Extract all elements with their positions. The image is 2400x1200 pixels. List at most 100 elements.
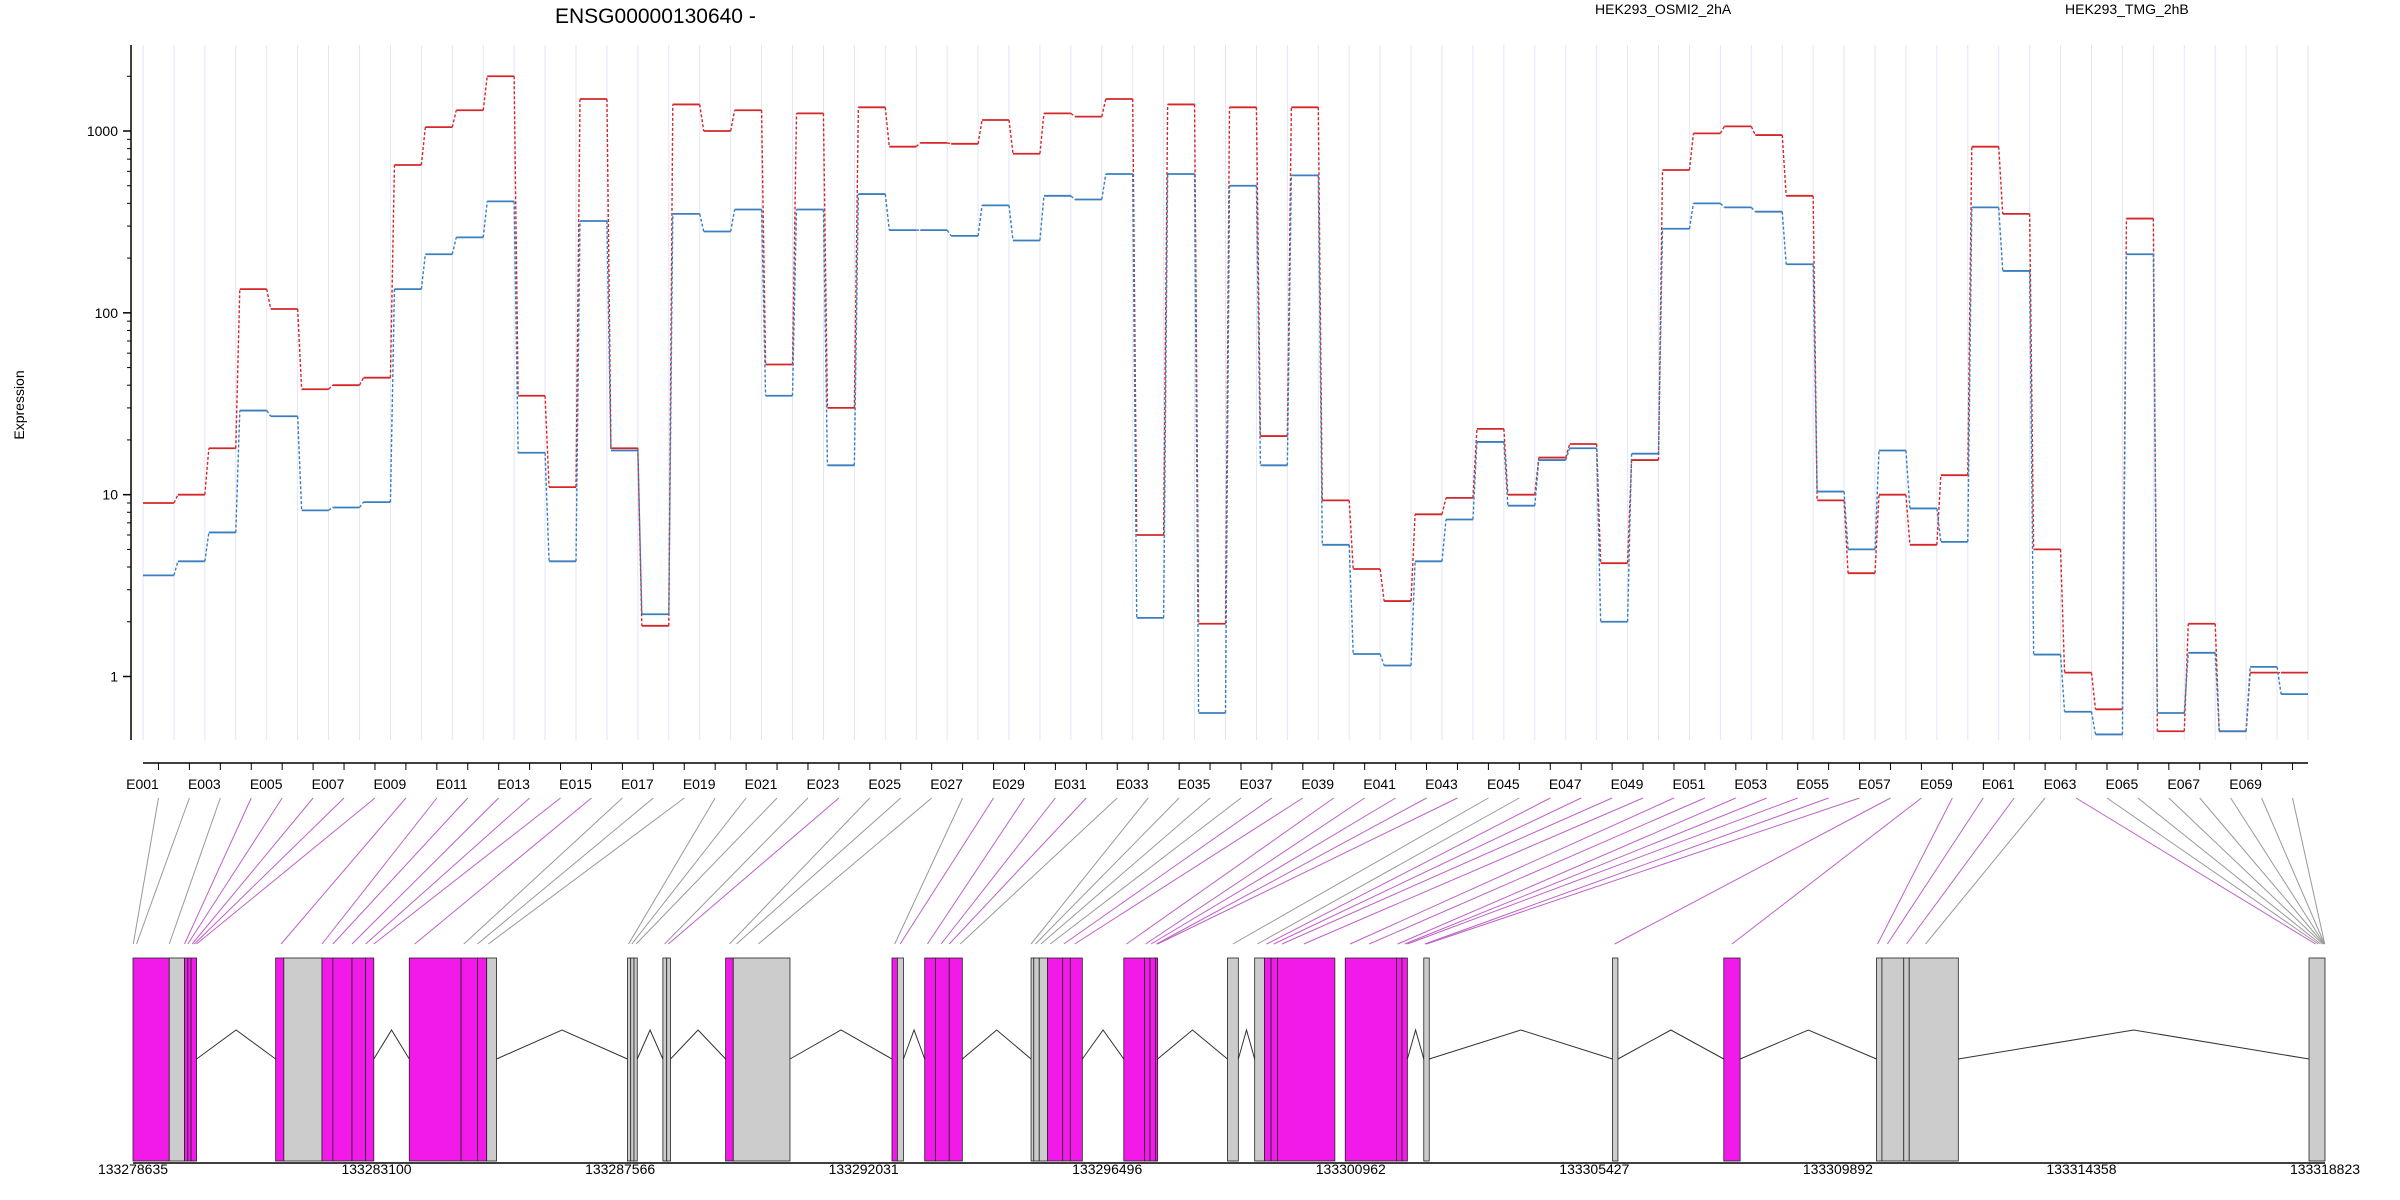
exon-block <box>1254 957 1265 1162</box>
exon-block <box>630 957 635 1162</box>
exon-link-line <box>1906 797 2015 945</box>
series-step-connector <box>1379 568 1385 602</box>
series-step-connector <box>296 308 303 390</box>
exon-link-line <box>948 797 1087 945</box>
series-step-connector <box>1874 450 1880 550</box>
series-step-connector <box>1132 98 1138 536</box>
exon-link-line <box>463 797 623 945</box>
series-step-connector <box>451 237 457 255</box>
series-step-connector <box>977 119 983 144</box>
series-step-connector <box>1132 174 1138 618</box>
exon-block-highlighted <box>408 957 462 1162</box>
exon-link-line <box>927 797 1025 945</box>
genomic-tick-label: 133296496 <box>1072 1161 1142 1177</box>
x-tick-label: E019 <box>683 776 716 792</box>
series-step-connector <box>1162 174 1169 618</box>
exon-block <box>1908 957 1959 1162</box>
exon-link-line <box>894 797 964 945</box>
series-step-connector <box>1657 228 1664 454</box>
series-step-connector <box>482 201 488 238</box>
series-step-connector <box>235 410 241 533</box>
series-step-connector <box>1101 173 1107 200</box>
series-step-connector <box>822 209 829 466</box>
exon-block-highlighted <box>1401 957 1408 1162</box>
exon-block-highlighted <box>1396 957 1403 1162</box>
series-step-connector <box>1039 113 1045 154</box>
exon-link-line <box>1349 797 1675 945</box>
x-tick-label: E065 <box>2106 776 2139 792</box>
x-tick-label: E017 <box>621 776 654 792</box>
exon-link-line <box>1030 797 1149 945</box>
exon-block-highlighted <box>1069 957 1083 1162</box>
x-tick-label: E035 <box>1178 776 1211 792</box>
exon-block <box>1612 957 1619 1162</box>
genomic-tick-label: 133309892 <box>1803 1161 1873 1177</box>
y-tick-label: 1 <box>110 669 118 685</box>
genomic-tick-label: 133292031 <box>829 1161 899 1177</box>
series-step-connector <box>266 410 272 417</box>
intron-line <box>196 1029 276 1060</box>
series-step-connector <box>2183 652 2189 714</box>
exon-block <box>1038 957 1048 1162</box>
series-step-connector <box>2183 623 2189 732</box>
exon-link-line <box>1126 797 1335 945</box>
series-step-connector <box>884 193 890 231</box>
x-tick-label: E069 <box>2229 776 2262 792</box>
series-step-connector <box>729 209 736 232</box>
exon-link-line <box>280 797 407 945</box>
x-tick-label: E011 <box>436 776 468 792</box>
series-step-connector <box>699 104 705 132</box>
exon-block-highlighted <box>1155 957 1159 1162</box>
genomic-tick-label: 133287566 <box>585 1161 655 1177</box>
series-step-connector <box>1070 112 1076 118</box>
exon-block-highlighted <box>1123 957 1145 1162</box>
series-step-connector <box>2214 652 2220 732</box>
exon-link-line <box>2106 797 2319 945</box>
exon-link-line <box>959 797 1118 945</box>
exon-link-line <box>1925 797 2046 945</box>
series-step-connector <box>1750 126 1756 136</box>
exon-block <box>897 957 904 1162</box>
series-step-connector <box>2028 213 2035 550</box>
genomic-tick-label: 133314358 <box>2046 1161 2116 1177</box>
series-step-connector <box>1348 500 1354 570</box>
exon-link-line <box>365 797 530 945</box>
x-tick-label: E007 <box>312 776 345 792</box>
series-step-connector <box>358 377 365 386</box>
series-step-connector <box>915 142 921 148</box>
exon-block-highlighted <box>477 957 488 1162</box>
series-step-connector <box>328 384 334 390</box>
intron-line <box>1739 1029 1877 1060</box>
x-tick-label: E031 <box>1054 776 1087 792</box>
gene-model: 133278635 133283100 133287566 133292031 1332… <box>98 957 2360 1177</box>
series-step-connector <box>1750 206 1756 213</box>
intron-line <box>962 1029 1032 1060</box>
series-step-connector <box>420 254 427 290</box>
series-step-connector <box>668 213 674 615</box>
series-step-connector <box>1626 453 1633 622</box>
chart-title: ENSG00000130640 - <box>555 5 756 28</box>
series-step-connector <box>1936 475 1942 545</box>
intron-line <box>789 1029 893 1060</box>
exon-block-highlighted <box>460 957 478 1162</box>
exon-block-highlighted <box>321 957 334 1162</box>
exon-link-line <box>940 797 1056 945</box>
exon-link-line <box>668 797 840 945</box>
genomic-tick-label: 133305427 <box>1559 1161 1629 1177</box>
series-step-connector <box>1936 508 1942 542</box>
exon-block-highlighted <box>332 957 353 1162</box>
series-step-connector <box>1286 107 1293 437</box>
exon-link-line <box>1150 797 1396 945</box>
exon-block <box>1033 957 1040 1162</box>
series-step-connector <box>2090 672 2097 710</box>
exon-link-line <box>184 797 252 945</box>
exon-block-highlighted <box>891 957 898 1162</box>
exon-link-line <box>196 797 376 945</box>
series-step-connector <box>1472 428 1478 498</box>
series-step-connector <box>1255 185 1262 466</box>
exon-link-line <box>1407 797 1798 945</box>
series-step-connector <box>1008 119 1014 154</box>
series-step-connector <box>760 209 767 396</box>
x-tick-label: E021 <box>745 776 778 792</box>
exon-block-highlighted <box>365 957 375 1162</box>
